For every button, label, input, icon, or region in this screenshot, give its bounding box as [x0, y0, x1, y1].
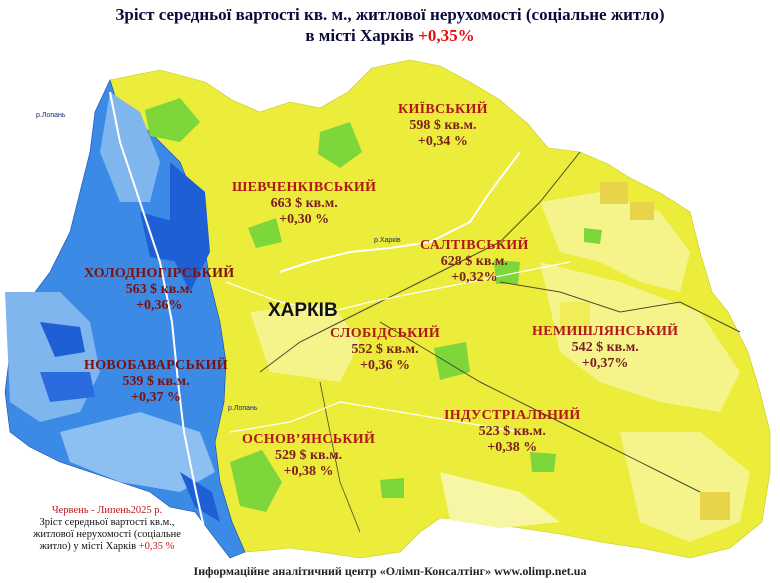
river-kharkiv-label: р.Харків	[374, 237, 401, 244]
district-name: СЛОБІДСЬКИЙ	[330, 326, 441, 341]
district-name: ШЕВЧЕНКІВСЬКИЙ	[232, 180, 377, 195]
river-lopan-top-label: р.Лопань	[36, 112, 66, 119]
city-map	[4, 59, 771, 559]
map-light-yellow-patch	[250, 302, 360, 382]
district-change: +0,38 %	[487, 440, 538, 455]
map-district-border	[229, 401, 521, 433]
district-price: 529 $ кв.м.	[274, 448, 343, 463]
district-name: САЛТІВСЬКИЙ	[420, 238, 529, 253]
map-light-yellow-patch	[540, 262, 740, 412]
title-line-2: в місті Харків +0,35%	[0, 25, 780, 46]
footer-credit: Інформаційне аналітичний центр «Олімп-Ко…	[193, 564, 587, 578]
map-blue-dark	[170, 162, 210, 292]
map-park	[145, 98, 200, 142]
map-road	[259, 151, 581, 373]
district-change: +0,30 %	[279, 212, 330, 227]
district-price: 542 $ кв.м.	[571, 340, 639, 355]
map-parcel	[600, 182, 628, 204]
map-blue-dark	[140, 212, 180, 262]
map-road	[499, 281, 741, 333]
district-saltivskyi: САЛТІВСЬКИЙ 628 $ кв.м. +0,32%	[420, 238, 529, 286]
district-price: 552 $ кв.м.	[351, 342, 419, 357]
district-name: ХОЛОДНОГІРСЬКИЙ	[84, 266, 235, 281]
map-park	[380, 478, 404, 498]
district-change: +0,36%	[136, 298, 183, 313]
district-change: +0,34 %	[417, 134, 468, 149]
district-price: 628 $ кв.м.	[440, 254, 508, 269]
map-park	[494, 260, 520, 284]
note-period: Червень - Липень2025 р.	[51, 505, 163, 516]
map-title: Зріст середньої вартості кв. м., житлово…	[0, 4, 780, 46]
district-kyivskyi: КИЇВСЬКИЙ 598 $ кв.м. +0,34 %	[398, 102, 488, 150]
district-name: НЕМИШЛЯНСЬКИЙ	[532, 324, 679, 339]
map-park	[230, 450, 282, 512]
map-note: Червень - Липень2025 р. Зріст середньої …	[22, 505, 192, 553]
district-change: +0,32%	[451, 270, 498, 285]
district-novobavarskyi: НОВОБАВАРСЬКИЙ 539 $ кв.м. +0,37 %	[84, 358, 228, 406]
district-name: КИЇВСЬКИЙ	[398, 102, 488, 117]
district-change: +0,38 %	[283, 464, 334, 479]
district-name: ОСНОВ’ЯНСЬКИЙ	[242, 432, 376, 447]
district-price: 663 $ кв.м.	[270, 196, 338, 211]
district-industrialnyi: ІНДУСТРІАЛЬНИЙ 523 $ кв.м. +0,38 %	[444, 408, 581, 456]
note-text: Зріст середньої вартості кв.м., житлової…	[33, 517, 181, 552]
map-blue-dark	[40, 322, 85, 357]
river-lopan	[109, 91, 206, 533]
map-parcel	[700, 492, 730, 520]
district-price: 523 $ кв.м.	[478, 424, 546, 439]
map-parcel	[630, 202, 654, 220]
river-lopan-bottom-label: р.Лопань	[228, 405, 258, 412]
map-district-border	[225, 261, 571, 313]
map-blue-light	[60, 412, 215, 492]
district-name: ІНДУСТРІАЛЬНИЙ	[444, 408, 581, 423]
district-kholodnohirskyi: ХОЛОДНОГІРСЬКИЙ 563 $ кв.м. +0,36%	[84, 266, 235, 314]
map-blue-dark	[180, 472, 220, 522]
map-park	[248, 218, 282, 248]
map-parcel	[560, 302, 590, 332]
district-name: НОВОБАВАРСЬКИЙ	[84, 358, 228, 373]
map-blue-dark	[40, 372, 95, 402]
note-value: +0,35 %	[138, 541, 175, 552]
district-change: +0,36 %	[360, 358, 410, 373]
map-road	[319, 381, 361, 533]
title-line-1: Зріст середньої вартості кв. м., житлово…	[115, 5, 665, 24]
district-price: 598 $ кв.м.	[409, 118, 477, 133]
district-osnovianskyi: ОСНОВ’ЯНСЬКИЙ 529 $ кв.м. +0,38 %	[242, 432, 375, 480]
map-park	[530, 452, 556, 472]
river-kharkiv	[279, 151, 521, 273]
title-city: в місті Харків	[305, 26, 414, 45]
district-slobidskyi: СЛОБІДСЬКИЙ 552 $ кв.м. +0,36 %	[330, 326, 440, 374]
city-label: ХАРКІВ	[268, 300, 338, 321]
map-light-yellow-patch	[440, 472, 560, 528]
district-price: 539 $ кв.м.	[122, 374, 190, 389]
map-park	[584, 228, 602, 244]
map-road	[379, 321, 701, 493]
district-shevchenkivskyi: ШЕВЧЕНКІВСЬКИЙ 663 $ кв.м. +0,30 %	[232, 180, 376, 228]
district-nemyshlianskyi: НЕМИШЛЯНСЬКИЙ 542 $ кв.м. +0,37%	[532, 324, 678, 372]
district-change: +0,37 %	[131, 390, 181, 405]
district-price: 563 $ кв.м.	[125, 282, 193, 297]
title-growth-value: +0,35%	[418, 26, 475, 45]
map-park	[318, 122, 362, 168]
district-change: +0,37%	[581, 356, 629, 371]
